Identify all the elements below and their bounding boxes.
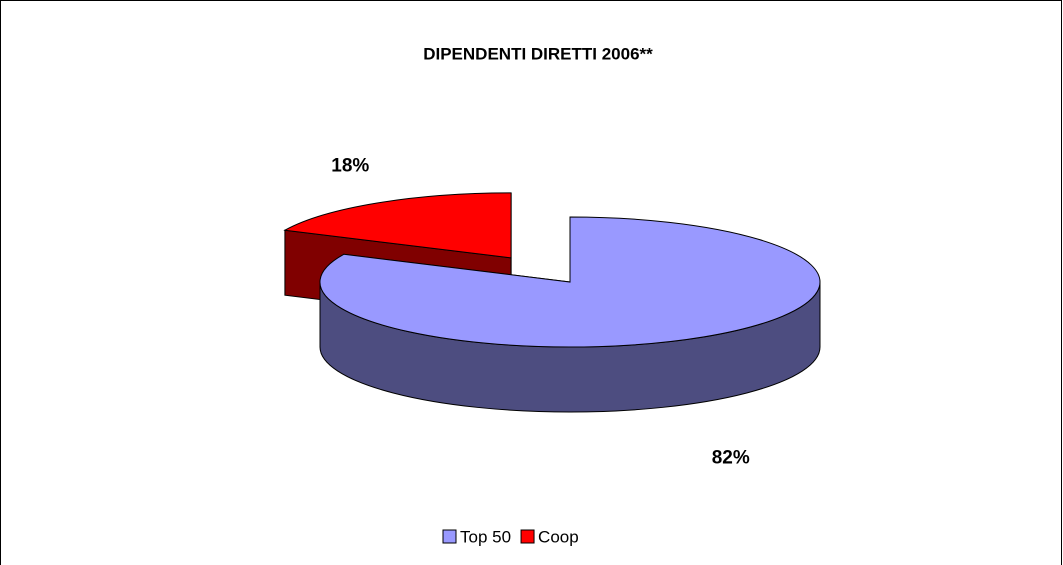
legend: Top 50 Coop bbox=[442, 527, 579, 546]
data-label: 82% bbox=[712, 447, 750, 468]
chart-title: DIPENDENTI DIRETTI 2006** bbox=[423, 44, 653, 63]
slice bbox=[283, 192, 512, 259]
legend-swatch bbox=[442, 529, 457, 544]
legend-swatch bbox=[520, 529, 535, 544]
legend-label: Top 50 bbox=[460, 527, 511, 546]
legend-label: Coop bbox=[538, 527, 579, 546]
slice bbox=[319, 216, 821, 348]
data-label: 18% bbox=[331, 156, 369, 177]
